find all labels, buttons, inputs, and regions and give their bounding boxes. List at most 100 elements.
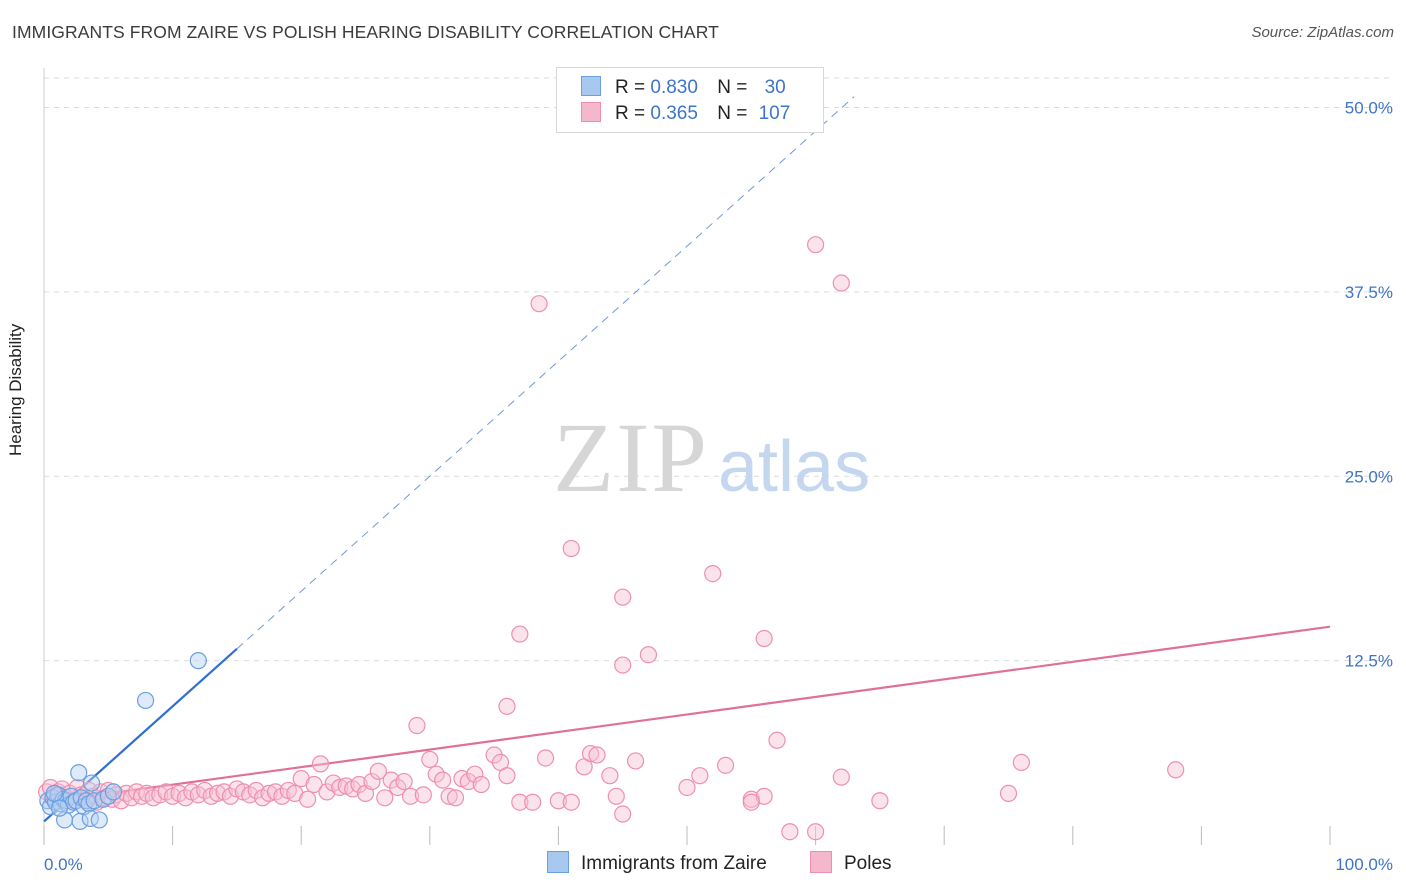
point-poles xyxy=(588,746,606,764)
point-poles xyxy=(524,793,542,811)
point-poles xyxy=(176,789,195,807)
x-tick-label-max: 100.0% xyxy=(1335,855,1393,874)
point-poles xyxy=(498,697,516,715)
point-zaire xyxy=(50,799,69,817)
point-poles xyxy=(401,787,420,805)
point-zaire xyxy=(104,783,123,801)
trend-line-poles xyxy=(43,625,1331,804)
legend-label-poles: Poles xyxy=(844,853,892,874)
n-value: 107 xyxy=(758,103,791,124)
chart-title: IMMIGRANTS FROM ZAIRE VS POLISH HEARING … xyxy=(12,22,719,42)
point-poles xyxy=(331,778,349,797)
legend-swatch-poles xyxy=(581,102,601,122)
point-poles xyxy=(408,716,426,735)
point-poles xyxy=(311,755,330,773)
point-poles xyxy=(1167,761,1185,779)
n-label: N = xyxy=(717,103,748,124)
legend-swatch-poles xyxy=(810,851,832,873)
source-label: Source: ZipAtlas.com xyxy=(1251,24,1394,41)
legend-item-zaire: Immigrants from Zaire xyxy=(547,851,767,875)
point-poles xyxy=(832,274,850,292)
point-zaire xyxy=(82,774,101,792)
point-poles xyxy=(434,771,452,789)
point-poles xyxy=(363,772,381,791)
point-poles xyxy=(768,731,786,749)
point-poles xyxy=(466,765,484,783)
point-poles xyxy=(414,786,432,804)
point-poles xyxy=(318,783,336,801)
r-value: 0.365 xyxy=(650,103,698,124)
point-poles xyxy=(376,789,394,807)
r-label: R = xyxy=(615,103,646,124)
point-poles xyxy=(299,790,317,808)
point-poles xyxy=(614,656,632,674)
point-poles xyxy=(472,775,490,794)
legend-swatch-zaire xyxy=(547,851,569,873)
point-poles xyxy=(781,823,799,841)
legend-swatch-zaire xyxy=(581,76,601,96)
point-zaire xyxy=(189,652,207,670)
point-poles xyxy=(395,772,413,791)
x-tick-label-min: 0.0% xyxy=(44,855,83,874)
point-poles xyxy=(716,756,735,774)
r-label: R = xyxy=(615,77,646,98)
point-poles xyxy=(536,749,555,767)
point-poles xyxy=(614,805,632,823)
point-poles xyxy=(305,775,323,794)
point-poles xyxy=(260,784,278,802)
point-poles xyxy=(639,646,658,664)
point-zaire xyxy=(71,812,89,831)
y-axis-label: Hearing Disability xyxy=(6,323,25,456)
point-poles xyxy=(607,787,625,805)
point-poles xyxy=(581,744,600,763)
point-poles xyxy=(678,778,696,797)
correlation-legend: R = 0.830 N = 30 R = 0.365 N = 107 xyxy=(556,67,824,133)
point-poles xyxy=(273,787,291,805)
legend-row-zaire: R = 0.830 N = 30 xyxy=(581,76,786,100)
point-poles xyxy=(196,781,214,800)
point-poles xyxy=(832,768,850,786)
axes xyxy=(43,68,1331,845)
watermark-zip: ZIP xyxy=(553,402,709,513)
point-poles xyxy=(511,793,529,811)
watermark: ZIP atlas xyxy=(553,402,870,513)
point-poles xyxy=(755,629,773,648)
point-poles xyxy=(530,295,548,313)
point-poles xyxy=(626,752,645,770)
point-poles xyxy=(427,765,445,783)
point-poles xyxy=(562,793,580,811)
watermark-atlas: atlas xyxy=(718,427,870,507)
point-zaire xyxy=(90,811,108,829)
point-poles xyxy=(498,767,516,785)
tick-labels: 12.5% 25.0% 37.5% 50.0% 0.0% 100.0% xyxy=(44,99,1393,875)
point-poles xyxy=(549,792,568,810)
point-poles xyxy=(369,762,387,780)
y-tick-label: 50.0% xyxy=(1345,99,1393,118)
point-poles xyxy=(440,787,458,805)
point-poles xyxy=(421,750,439,769)
y-tick-label: 25.0% xyxy=(1345,467,1393,486)
n-label: N = xyxy=(717,77,748,98)
point-zaire xyxy=(70,764,88,782)
point-zaire xyxy=(45,784,63,802)
point-poles xyxy=(999,784,1018,802)
legend-row-poles: R = 0.365 N = 107 xyxy=(581,102,790,126)
n-value: 30 xyxy=(764,77,786,98)
point-poles xyxy=(601,767,619,785)
trend-line-zaire-extension xyxy=(236,96,855,650)
point-poles xyxy=(350,775,368,794)
point-poles xyxy=(806,823,825,841)
point-poles xyxy=(691,767,709,785)
legend-label-zaire: Immigrants from Zaire xyxy=(581,853,767,874)
point-poles xyxy=(742,793,760,811)
point-poles xyxy=(511,625,529,643)
y-tick-label: 37.5% xyxy=(1345,283,1393,302)
legend-item-poles: Poles xyxy=(810,851,892,875)
point-poles xyxy=(614,588,632,606)
point-poles xyxy=(1012,753,1030,772)
data-points xyxy=(37,236,1185,841)
point-poles xyxy=(704,564,722,583)
r-value: 0.830 xyxy=(650,77,698,98)
point-poles xyxy=(389,778,407,797)
